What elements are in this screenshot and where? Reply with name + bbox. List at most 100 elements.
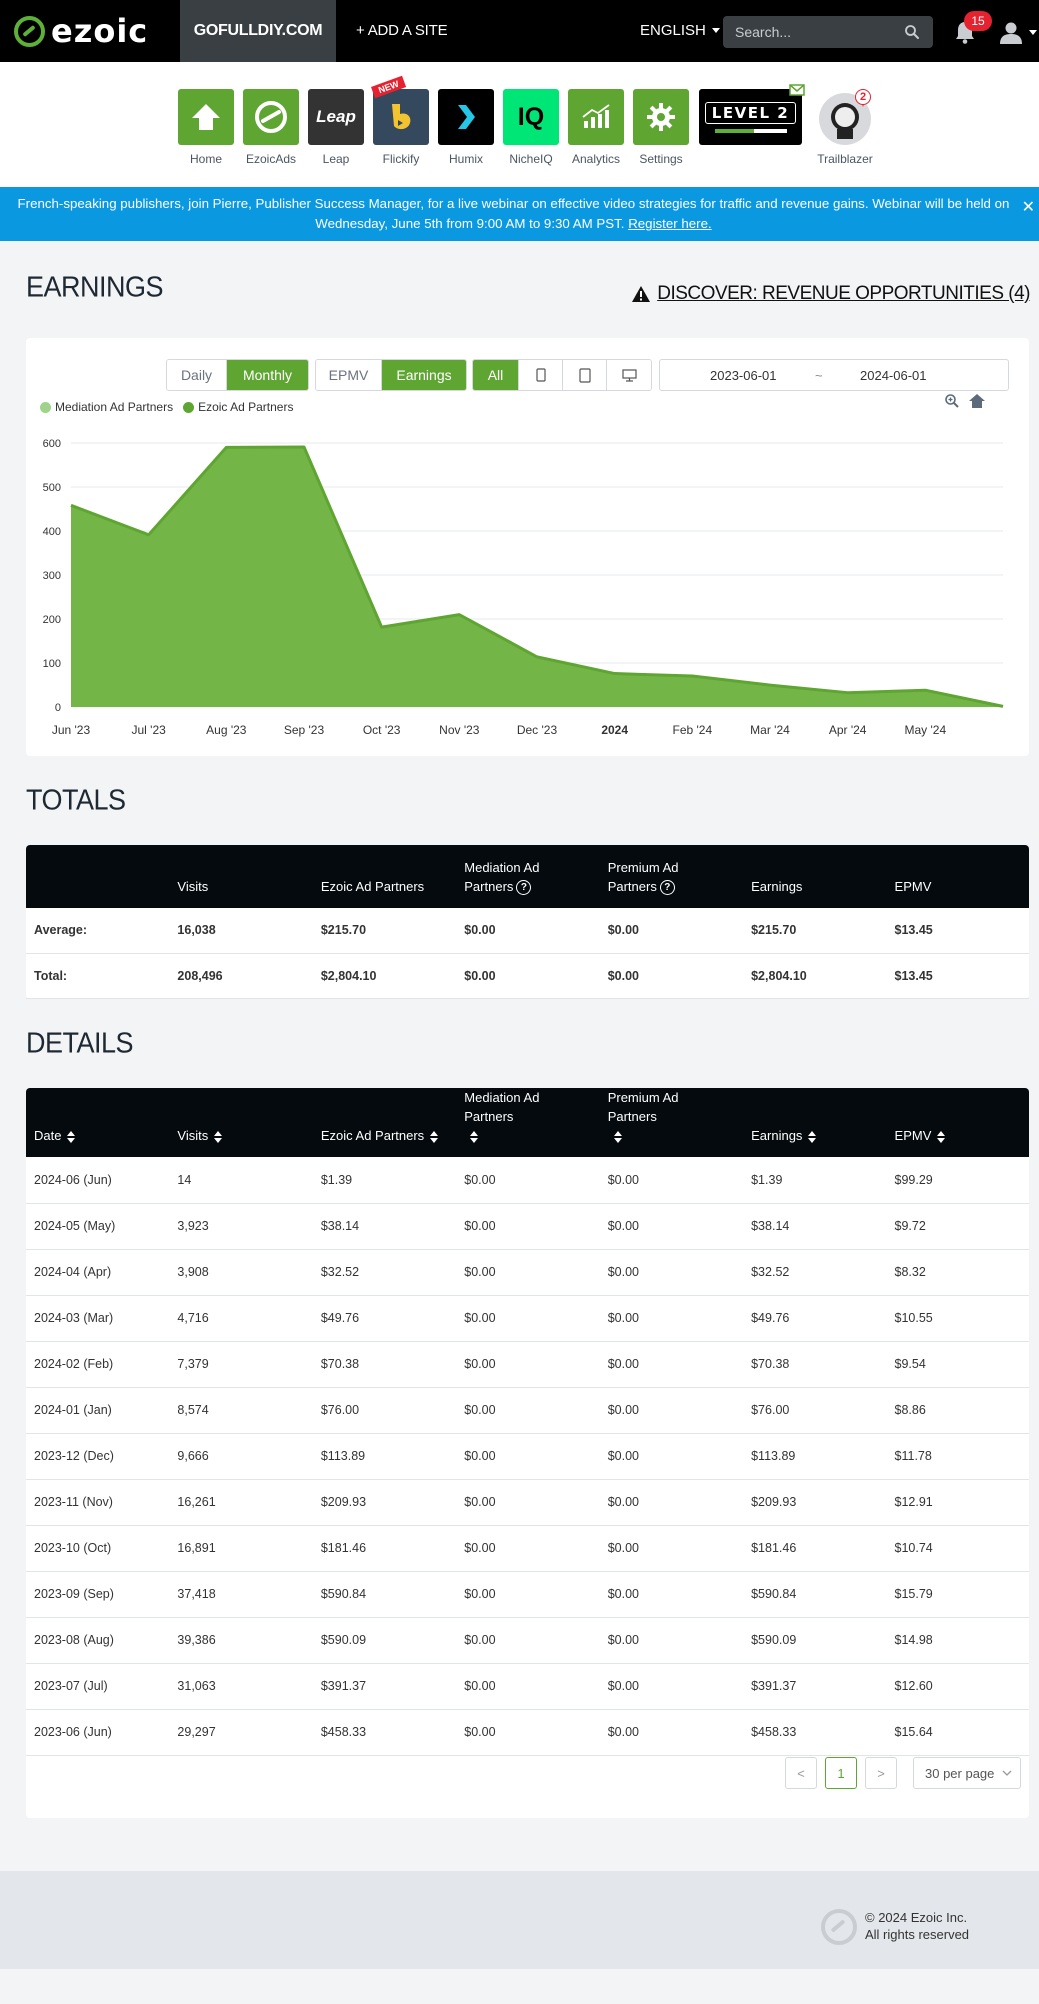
- prev-page-button[interactable]: <: [785, 1757, 817, 1789]
- app-ezoicads[interactable]: EzoicAds: [243, 89, 299, 166]
- close-icon[interactable]: ✕: [1021, 199, 1035, 216]
- column-header-label: Premium Ad Partners: [607, 1090, 679, 1124]
- earnings-button[interactable]: Earnings: [382, 360, 466, 390]
- table-cell: 2023-12 (Dec): [26, 1433, 170, 1480]
- footer: © 2024 Ezoic Inc. All rights reserved: [0, 1871, 1039, 1969]
- zoom-icon[interactable]: [944, 393, 960, 409]
- device-toggle: All: [472, 359, 652, 391]
- table-cell: $0.00: [599, 1157, 744, 1204]
- sort-icon[interactable]: [470, 1130, 479, 1144]
- language-dropdown[interactable]: ENGLISH: [640, 22, 720, 39]
- app-label: Trailblazer: [817, 152, 873, 166]
- add-site-link[interactable]: + ADD A SITE: [356, 22, 448, 39]
- date-to[interactable]: 2024-06-01: [860, 367, 927, 383]
- next-page-button[interactable]: >: [865, 1757, 897, 1789]
- table-cell: $1.39: [743, 1157, 887, 1204]
- table-cell: $0.00: [456, 1295, 600, 1342]
- user-menu-chevron-icon[interactable]: [1029, 30, 1037, 35]
- column-header: Mediation Ad Partners?: [456, 845, 600, 908]
- register-link[interactable]: Register here.: [628, 216, 712, 231]
- column-header: Earnings: [743, 845, 887, 908]
- column-header[interactable]: EPMV: [886, 1088, 1029, 1157]
- table-cell: $0.00: [456, 1433, 600, 1480]
- trailblazer-icon: 2: [817, 89, 873, 145]
- discover-revenue-link[interactable]: DISCOVER: REVENUE OPPORTUNITIES (4): [631, 283, 1030, 305]
- table-cell: $9.72: [886, 1203, 1029, 1250]
- table-cell: $0.00: [599, 1295, 744, 1342]
- page-button-1[interactable]: 1: [825, 1757, 857, 1789]
- ezoic-logo[interactable]: ezoic: [14, 12, 148, 50]
- sort-icon[interactable]: [67, 1130, 76, 1144]
- site-selector[interactable]: GOFULLDIY.COM: [180, 0, 336, 62]
- table-cell: $12.60: [886, 1663, 1029, 1710]
- app-humix[interactable]: Humix: [438, 89, 494, 166]
- table-cell: $32.52: [743, 1249, 887, 1296]
- app-trailblazer[interactable]: 2 Trailblazer: [817, 89, 873, 166]
- all-devices-button[interactable]: All: [473, 360, 519, 390]
- envelope-icon: [789, 84, 805, 96]
- app-analytics[interactable]: Analytics: [568, 89, 624, 166]
- app-home[interactable]: Home: [178, 89, 234, 166]
- legend-dot: [183, 401, 195, 413]
- y-tick-label: 500: [43, 482, 61, 494]
- nicheiq-icon: IQ: [503, 89, 559, 145]
- sort-icon[interactable]: [937, 1130, 946, 1144]
- column-header[interactable]: Ezoic Ad Partners: [312, 1088, 457, 1157]
- legend-item-mediation[interactable]: Mediation Ad Partners: [40, 400, 173, 414]
- app-flickify[interactable]: NEW Flickify: [371, 75, 429, 166]
- sort-icon[interactable]: [430, 1130, 439, 1144]
- column-header[interactable]: Earnings: [743, 1088, 887, 1157]
- sort-icon[interactable]: [808, 1130, 817, 1144]
- details-table-card: Date Visits Ezoic Ad Partners Mediation Ad …: [26, 1088, 1029, 1818]
- x-tick-label: Oct '23: [363, 723, 401, 737]
- sort-icon[interactable]: [214, 1130, 223, 1144]
- column-header: [26, 845, 170, 908]
- sort-icon[interactable]: [613, 1130, 622, 1144]
- app-nicheiq[interactable]: IQ NicheIQ: [503, 89, 559, 166]
- column-header-label: EPMV: [894, 879, 932, 894]
- help-icon[interactable]: ?: [516, 880, 532, 896]
- date-range-picker[interactable]: 2023-06-01 ~ 2024-06-01: [659, 359, 1009, 391]
- table-cell: 2023-11 (Nov): [26, 1479, 170, 1526]
- user-icon[interactable]: [999, 20, 1023, 44]
- column-header[interactable]: Premium Ad Partners: [599, 1088, 744, 1157]
- help-icon[interactable]: ?: [659, 880, 675, 896]
- series-area: [71, 447, 1003, 707]
- mobile-icon: [535, 368, 546, 382]
- tablet-button[interactable]: [563, 360, 607, 390]
- table-cell: $0.00: [456, 908, 600, 954]
- table-cell: 208,496: [169, 953, 313, 999]
- legend-item-ezoic[interactable]: Ezoic Ad Partners: [183, 400, 293, 414]
- mobile-button[interactable]: [519, 360, 563, 390]
- level-badge[interactable]: LEVEL 2: [699, 84, 805, 145]
- rights-text: All rights reserved: [865, 1927, 970, 1942]
- column-header[interactable]: Visits: [169, 1088, 313, 1157]
- table-cell: $49.76: [312, 1295, 457, 1342]
- monthly-button[interactable]: Monthly: [227, 360, 308, 390]
- table-cell: $0.00: [599, 1387, 744, 1434]
- search-input[interactable]: [723, 16, 933, 48]
- table-cell: $14.98: [886, 1617, 1029, 1664]
- daily-button[interactable]: Daily: [167, 360, 227, 390]
- app-label: EzoicAds: [245, 152, 297, 166]
- date-from[interactable]: 2023-06-01: [710, 367, 777, 383]
- column-header: Premium Ad Partners?: [599, 845, 744, 908]
- search-icon[interactable]: [904, 24, 920, 40]
- column-header-label: Premium Ad Partners?: [607, 860, 679, 896]
- table-cell: $11.78: [886, 1433, 1029, 1480]
- table-row: 2023-08 (Aug) 39,386 $590.09 $0.00 $0.00 $590…: [26, 1617, 1029, 1664]
- per-page-select[interactable]: 30 per page: [913, 1757, 1021, 1789]
- epmv-button[interactable]: EPMV: [316, 360, 382, 390]
- app-settings[interactable]: Settings: [633, 89, 689, 166]
- y-tick-label: 300: [43, 570, 61, 582]
- column-header[interactable]: Date: [26, 1088, 170, 1157]
- desktop-button[interactable]: [607, 360, 651, 390]
- level-tile: LEVEL 2: [699, 89, 802, 145]
- column-header-label: Earnings: [751, 1128, 803, 1143]
- reset-home-icon[interactable]: [968, 393, 986, 409]
- table-cell: $209.93: [743, 1479, 887, 1526]
- column-header[interactable]: Mediation Ad Partners: [456, 1088, 600, 1157]
- table-cell: 4,716: [169, 1295, 313, 1342]
- app-leap[interactable]: Leap Leap: [308, 89, 364, 166]
- date-separator: ~: [815, 367, 823, 383]
